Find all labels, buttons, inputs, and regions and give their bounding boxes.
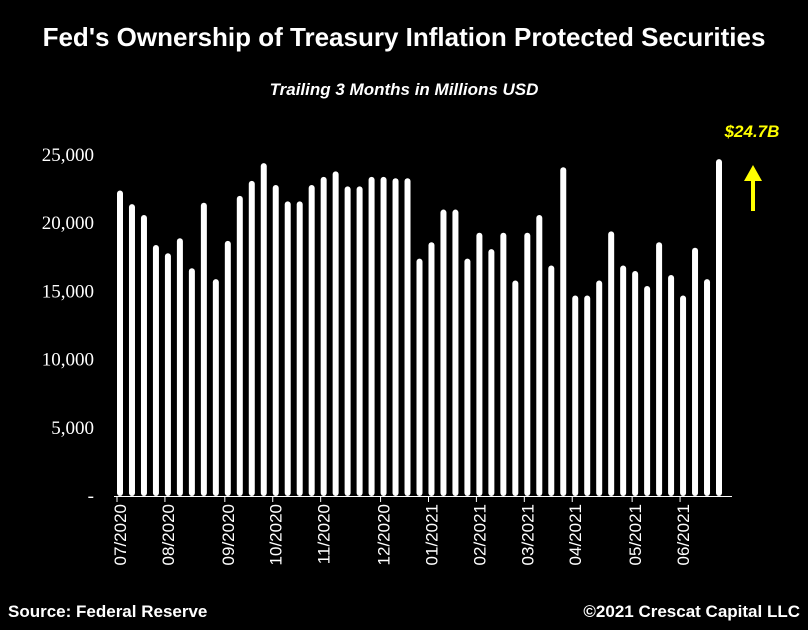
y-tick-label: 10,000 bbox=[42, 350, 94, 371]
bar bbox=[272, 185, 279, 496]
bar bbox=[428, 242, 435, 496]
bar bbox=[392, 178, 399, 496]
bars-group bbox=[117, 159, 722, 497]
bar bbox=[380, 176, 387, 496]
bar bbox=[344, 186, 351, 496]
bar bbox=[476, 232, 483, 496]
bar bbox=[620, 265, 627, 496]
x-tick-label: 02/2021 bbox=[470, 504, 489, 565]
x-axis-ticks: 07/2020 08/2020 09/2020 10/2020 11/2020 12/20… bbox=[111, 496, 693, 565]
bar bbox=[452, 209, 459, 496]
bar bbox=[656, 242, 663, 496]
annotation-group: $24.7B bbox=[724, 122, 780, 211]
bar bbox=[188, 268, 195, 496]
x-tick-label: 06/2021 bbox=[674, 504, 693, 565]
bar bbox=[536, 215, 543, 496]
x-tick-label: 09/2020 bbox=[219, 504, 238, 565]
bar bbox=[284, 201, 291, 496]
arrow-up-icon bbox=[744, 165, 762, 181]
bar bbox=[140, 215, 147, 496]
bar bbox=[716, 159, 722, 496]
copyright-note: ©2021 Crescat Capital LLC bbox=[583, 602, 800, 621]
y-axis-ticks: - 5,000 10,000 15,000 20,000 25,000 bbox=[42, 145, 94, 507]
bar bbox=[668, 275, 675, 496]
bar bbox=[548, 265, 555, 496]
bar bbox=[260, 163, 267, 496]
bar bbox=[117, 190, 123, 496]
chart-subtitle: Trailing 3 Months in Millions USD bbox=[269, 80, 539, 99]
x-tick-label: 11/2020 bbox=[315, 504, 334, 564]
bar bbox=[644, 285, 651, 496]
bar bbox=[128, 204, 135, 496]
y-tick-label: 15,000 bbox=[42, 281, 94, 302]
x-tick-label: 03/2021 bbox=[518, 504, 537, 565]
bar bbox=[584, 295, 591, 496]
bar bbox=[416, 258, 423, 496]
bar bbox=[596, 280, 603, 496]
bar bbox=[368, 176, 375, 496]
y-tick-label: - bbox=[88, 486, 94, 507]
bar bbox=[488, 249, 495, 496]
y-tick-label: 5,000 bbox=[51, 418, 94, 439]
bar bbox=[224, 240, 231, 496]
bar bbox=[680, 295, 687, 496]
bar bbox=[404, 178, 411, 496]
bar bbox=[332, 171, 339, 496]
bar bbox=[440, 209, 447, 496]
bar bbox=[464, 258, 471, 496]
bar bbox=[296, 201, 303, 496]
bar bbox=[236, 195, 243, 497]
x-tick-label: 07/2020 bbox=[111, 504, 130, 565]
chart-title: Fed's Ownership of Treasury Inflation Pr… bbox=[42, 22, 766, 52]
y-tick-label: 20,000 bbox=[42, 213, 94, 234]
bar bbox=[608, 231, 615, 496]
bar bbox=[212, 279, 219, 496]
bar bbox=[248, 180, 255, 497]
x-tick-label: 05/2021 bbox=[626, 504, 645, 565]
bar bbox=[152, 245, 159, 496]
x-tick-label: 12/2020 bbox=[375, 504, 394, 565]
annotation-label: $24.7B bbox=[724, 122, 780, 141]
bar bbox=[356, 186, 363, 496]
bar bbox=[164, 253, 171, 496]
x-tick-label: 04/2021 bbox=[566, 504, 585, 565]
bar bbox=[512, 280, 519, 496]
bar bbox=[632, 270, 639, 496]
x-tick-label: 01/2021 bbox=[422, 504, 441, 565]
bar bbox=[176, 238, 183, 496]
bar bbox=[320, 176, 327, 496]
bar bbox=[560, 167, 567, 496]
bar bbox=[500, 232, 507, 496]
bar bbox=[524, 232, 531, 496]
source-note: Source: Federal Reserve bbox=[8, 602, 208, 621]
x-tick-label: 10/2020 bbox=[267, 504, 286, 565]
x-tick-label: 08/2020 bbox=[159, 504, 178, 565]
bar bbox=[308, 185, 315, 496]
bar bbox=[704, 279, 711, 496]
bar bbox=[692, 247, 699, 496]
bar bbox=[572, 295, 579, 496]
bar bbox=[200, 202, 207, 497]
y-tick-label: 25,000 bbox=[42, 145, 94, 166]
